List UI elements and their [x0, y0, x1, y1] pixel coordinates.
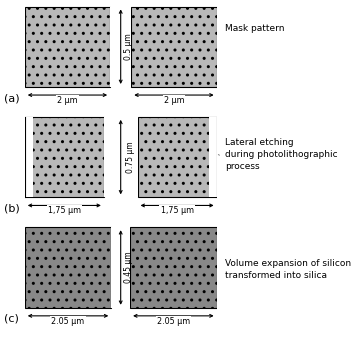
Bar [111, 227, 130, 308]
Text: 1,75 μm: 1,75 μm [48, 206, 81, 216]
Text: 2 μm: 2 μm [164, 96, 184, 105]
Bar [130, 227, 217, 308]
Bar [209, 117, 217, 197]
Text: 0.75 μm: 0.75 μm [126, 141, 135, 173]
Text: 2.05 μm: 2.05 μm [157, 317, 190, 326]
Text: (c): (c) [4, 314, 19, 324]
Text: Lateral etching
during photolithographic
process: Lateral etching during photolithographic… [225, 138, 338, 170]
Bar [110, 7, 131, 87]
Text: (b): (b) [4, 204, 20, 214]
Text: 0.5 μm: 0.5 μm [124, 33, 133, 60]
Bar [131, 7, 217, 87]
Text: 2.05 μm: 2.05 μm [51, 317, 84, 326]
Bar [25, 117, 104, 197]
Bar [138, 117, 217, 197]
Text: Mask pattern: Mask pattern [225, 24, 285, 33]
Text: 0.45 μm: 0.45 μm [124, 252, 132, 283]
Text: Volume expansion of silicon
transformed into silica: Volume expansion of silicon transformed … [225, 259, 351, 279]
Text: (a): (a) [4, 93, 20, 103]
Text: 2 μm: 2 μm [57, 96, 78, 105]
Bar [25, 7, 110, 87]
Bar [104, 117, 138, 197]
Bar [25, 117, 33, 197]
Text: 1,75 μm: 1,75 μm [160, 206, 193, 216]
Bar [25, 227, 111, 308]
